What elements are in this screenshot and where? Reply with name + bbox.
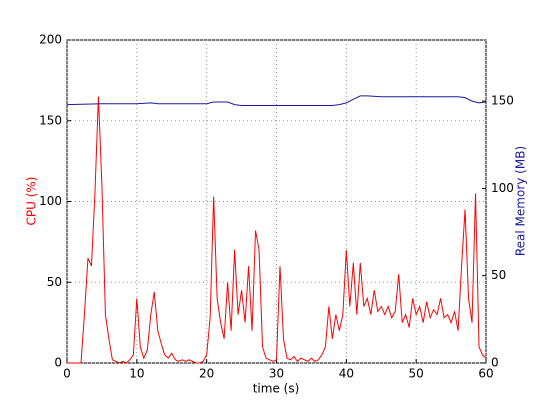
- y2-tick-label: 100: [491, 181, 514, 195]
- y2-tick-label: 0: [491, 356, 499, 370]
- y-tick-label: 100: [39, 194, 62, 208]
- x-tick-label: 50: [409, 367, 424, 381]
- x-axis-label: time (s): [253, 382, 300, 396]
- data-line: [67, 96, 487, 364]
- x-tick-label: 60: [478, 367, 493, 381]
- x-tick-label: 20: [199, 367, 214, 381]
- y-axis-label: CPU (%): [25, 177, 39, 226]
- x-tick-label: 0: [63, 367, 71, 381]
- y-tick-label: 50: [47, 275, 62, 289]
- x-tick-label: 10: [129, 367, 144, 381]
- y2-axis-label: Real Memory (MB): [514, 146, 528, 256]
- y-tick-label: 0: [54, 356, 62, 370]
- y2-tick-label: 150: [491, 94, 514, 108]
- x-tick-label: 40: [339, 367, 354, 381]
- x-tick-label: 30: [269, 367, 284, 381]
- y-tick-label: 150: [39, 113, 62, 127]
- data-line: [66, 95, 487, 106]
- y-tick-label: 200: [39, 33, 62, 47]
- y2-tick-label: 50: [491, 268, 506, 282]
